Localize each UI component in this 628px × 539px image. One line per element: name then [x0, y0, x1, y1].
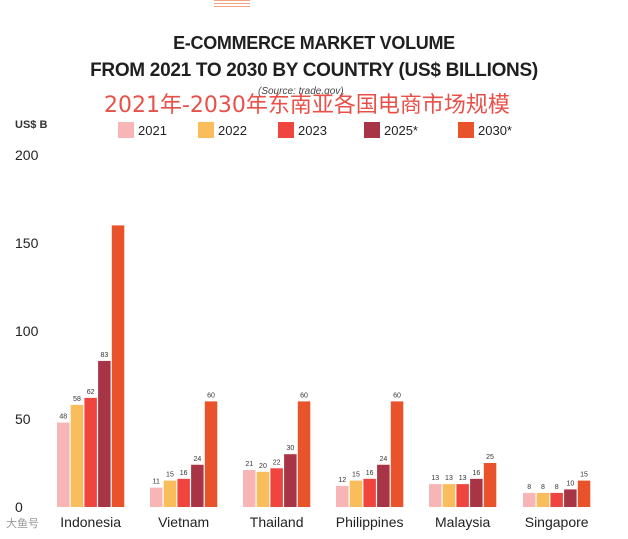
- data-label: 13: [431, 475, 439, 482]
- bar: [564, 489, 577, 507]
- data-label: 8: [541, 484, 545, 491]
- bar: [390, 401, 404, 507]
- overlay-caption: 2021年-2030年东南亚各国电商市场规模: [104, 93, 510, 118]
- bar: [470, 478, 483, 507]
- bar: [483, 463, 497, 507]
- bar: [57, 422, 70, 507]
- data-label: 24: [193, 456, 201, 463]
- bar: [177, 478, 190, 507]
- legend-label: 2021: [138, 122, 167, 138]
- x-tick-label: Philippines: [336, 514, 404, 530]
- legend-item: 2022: [198, 122, 247, 138]
- legend-swatch: [118, 122, 134, 138]
- chart-title-line1: E-COMMERCE MARKET VOLUME: [173, 33, 455, 53]
- legend-label: 2025*: [384, 122, 418, 138]
- top-decoration: [214, 0, 250, 7]
- data-label: 58: [73, 396, 81, 403]
- bar: [577, 480, 591, 507]
- bar: [70, 404, 84, 507]
- data-label: 22: [273, 459, 281, 466]
- y-tick-label: 100: [15, 323, 39, 339]
- legend-item: 2025*: [364, 122, 418, 138]
- legend-item: 2030*: [458, 122, 512, 138]
- data-label: 16: [472, 470, 480, 477]
- bar: [111, 225, 125, 507]
- y-tick-label: 50: [15, 411, 31, 427]
- bar: [550, 492, 563, 507]
- bar: [256, 471, 270, 507]
- bar: [442, 484, 456, 507]
- chart-title-line2: FROM 2021 TO 2030 BY COUNTRY (US$ BILLIO…: [90, 60, 538, 81]
- bar: [363, 478, 376, 507]
- watermark: 大鱼号: [6, 518, 39, 530]
- bar: [349, 480, 363, 507]
- bar: [84, 397, 97, 507]
- bar: [523, 492, 536, 507]
- bar: [191, 464, 204, 507]
- legend-swatch: [278, 122, 294, 138]
- y-tick-label: 200: [15, 147, 39, 163]
- x-tick-label: Thailand: [250, 514, 304, 530]
- bar: [270, 468, 283, 507]
- data-label: 83: [100, 352, 108, 359]
- data-label: 21: [245, 461, 253, 468]
- data-label: 60: [207, 392, 215, 399]
- bar: [204, 401, 218, 507]
- x-tick-label: Malaysia: [435, 514, 490, 530]
- data-label: 13: [445, 475, 453, 482]
- data-label: 10: [566, 480, 574, 487]
- data-label: 15: [166, 472, 174, 479]
- bar: [336, 485, 349, 507]
- bar: [377, 464, 390, 507]
- data-label: 15: [352, 472, 360, 479]
- data-label: 12: [338, 477, 346, 484]
- data-label: 15: [580, 472, 588, 479]
- legend-swatch: [198, 122, 214, 138]
- y-tick-label: 150: [15, 235, 39, 251]
- bar: [150, 487, 163, 507]
- x-tick-label: Indonesia: [60, 514, 121, 530]
- legend-label: 2030*: [478, 122, 512, 138]
- x-tick-label: Vietnam: [158, 514, 209, 530]
- data-label: 8: [555, 484, 559, 491]
- data-label: 60: [300, 392, 308, 399]
- legend-swatch: [364, 122, 380, 138]
- legend-label: 2023: [298, 122, 327, 138]
- data-label: 62: [87, 389, 95, 396]
- x-tick-label: Singapore: [525, 514, 589, 530]
- data-label: 13: [459, 475, 467, 482]
- bar: [163, 480, 177, 507]
- data-label: 48: [59, 414, 67, 421]
- bar: [456, 484, 469, 507]
- data-label: 16: [366, 470, 374, 477]
- bar: [243, 470, 256, 507]
- legend-swatch: [458, 122, 474, 138]
- data-label: 24: [379, 456, 387, 463]
- legend-label: 2022: [218, 122, 247, 138]
- data-label: 30: [286, 445, 294, 452]
- bar: [536, 492, 550, 507]
- bar: [98, 360, 111, 507]
- data-label: 16: [180, 470, 188, 477]
- legend-item: 2021: [118, 122, 167, 138]
- data-label: 25: [486, 454, 494, 461]
- data-label: 11: [153, 479, 160, 486]
- bar: [284, 454, 297, 507]
- data-label: 20: [259, 463, 267, 470]
- bar: [297, 401, 311, 507]
- y-tick-label: 0: [15, 499, 23, 515]
- source-note: (Source: trade.gov): [258, 86, 344, 97]
- y-axis-unit: US$ B: [15, 119, 48, 131]
- legend-item: 2023: [278, 122, 327, 138]
- bar: [429, 484, 442, 507]
- data-label: 8: [527, 484, 531, 491]
- data-label: 60: [393, 392, 401, 399]
